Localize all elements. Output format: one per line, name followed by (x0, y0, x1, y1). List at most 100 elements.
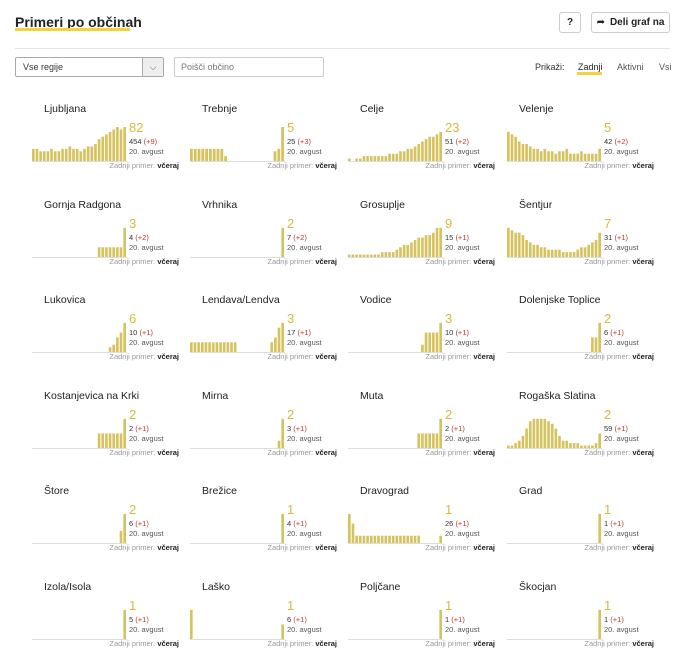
sparkline-bar (75, 148, 79, 161)
municipality-card[interactable]: Vrhnika 2 7 (+2) 20. avgust Zadnji primer: v… (190, 199, 340, 289)
sparkline-bar (281, 513, 284, 543)
municipality-card[interactable]: Dolenjske Toplice 2 6 (+1) 20. avgust Zadnji… (507, 294, 657, 384)
sparkline-bar (197, 148, 201, 161)
municipality-card[interactable]: Velenje 5 42 (+2) 20. avgust Zadnji primer: … (507, 103, 657, 193)
sparkline-bar (116, 337, 119, 352)
region-select[interactable]: Vse regije ⌵ (15, 57, 164, 77)
tab-aktivni[interactable]: Aktivni (617, 62, 644, 72)
municipality-card[interactable]: Šentjur 7 31 (+1) 20. avgust Zadnji primer: … (507, 199, 657, 289)
last-case-label: Zadnji primer: (425, 543, 472, 552)
delta-cases: (+1) (614, 233, 628, 242)
sparkline-bar (373, 156, 377, 161)
municipality-card[interactable]: Ljubljana 82 454 (+9) 20. avgust Zadnji prim… (32, 103, 182, 193)
last-case-value: včeraj (157, 543, 179, 552)
total-cases: 6 (604, 328, 609, 337)
date-label: 20. avgust (445, 529, 480, 538)
sparkline-bar (380, 156, 384, 161)
municipality-card[interactable]: Trebnje 5 25 (+3) 20. avgust Zadnji primer: … (190, 103, 340, 193)
cases-sparkline (190, 609, 285, 640)
sparkline-bar (395, 153, 399, 161)
sparkline-bar (233, 342, 237, 352)
municipality-card[interactable]: Štore 2 6 (+1) 20. avgust Zadnji primer: vče… (32, 485, 182, 575)
sparkline-bar (580, 247, 583, 257)
municipality-name: Velenje (519, 103, 554, 115)
municipality-card[interactable]: Lendava/Lendva 3 17 (+1) 20. avgust Zadnji p… (190, 294, 340, 384)
sparkline-bar (543, 418, 547, 448)
total-cases: 454 (129, 137, 142, 146)
sparkline-bar (435, 332, 439, 352)
sparkline-bar (432, 433, 435, 448)
municipality-card[interactable]: Mirna 2 3 (+1) 20. avgust Zadnji primer: vče… (190, 390, 340, 480)
municipality-card[interactable]: Laško 1 6 (+1) 20. avgust Zadnji primer: vče… (190, 581, 340, 669)
sparkline-bar (410, 242, 413, 257)
last-case-label: Zadnji primer: (267, 543, 314, 552)
help-button[interactable]: ? (559, 12, 581, 33)
municipality-card[interactable]: Muta 2 2 (+1) 20. avgust Zadnji primer: včer… (348, 390, 498, 480)
tab-vsi[interactable]: Vsi (659, 62, 672, 72)
last-case-line: Zadnji primer: včeraj (109, 543, 179, 552)
sparkline-bar (547, 249, 550, 257)
date-label: 20. avgust (129, 338, 164, 347)
sparkline-bar (424, 235, 428, 257)
municipality-card[interactable]: Celje 23 51 (+2) 20. avgust Zadnji primer: v… (348, 103, 498, 193)
sparkline-bar (417, 535, 421, 543)
date-label: 20. avgust (445, 338, 480, 347)
active-cases-number: 2 (287, 407, 295, 422)
municipality-card[interactable]: Gornja Radgona 3 4 (+2) 20. avgust Zadnji pr… (32, 199, 182, 289)
sparkline-bar (105, 433, 108, 448)
sparkline-bar (402, 151, 406, 161)
sparkline-bar (550, 423, 554, 448)
municipality-card[interactable]: Grad 1 1 (+1) 20. avgust Zadnji primer: včer… (507, 485, 657, 575)
sparkline-bar (406, 148, 410, 161)
municipality-card[interactable]: Škocjan 1 1 (+1) 20. avgust Zadnji primer: v… (507, 581, 657, 669)
sparkline-bar (583, 247, 587, 257)
municipality-card[interactable]: Izola/Isola 1 5 (+1) 20. avgust Zadnji prime… (32, 581, 182, 669)
total-cases: 51 (445, 137, 454, 146)
sparkline-bar (576, 153, 580, 161)
sparkline-bar (598, 232, 601, 257)
sparkline-bar (224, 156, 227, 161)
sparkline-bar (384, 252, 388, 257)
last-case-line: Zadnji primer: včeraj (425, 543, 495, 552)
date-label: 20. avgust (604, 243, 639, 252)
last-case-value: včeraj (315, 543, 337, 552)
active-cases-number: 2 (604, 407, 612, 422)
sparkline-bar (391, 153, 395, 161)
title-underline (15, 28, 130, 31)
municipality-name: Brežice (202, 485, 238, 497)
sparkline-bar (399, 151, 402, 161)
municipality-card[interactable]: Brežice 1 4 (+1) 20. avgust Zadnji primer: v… (190, 485, 340, 575)
sparkline-bar (561, 440, 565, 448)
active-cases-number: 1 (445, 502, 453, 517)
municipality-card[interactable]: Lukovica 6 10 (+1) 20. avgust Zadnji primer:… (32, 294, 182, 384)
sparkline-bar (543, 247, 547, 257)
delta-cases: (+1) (451, 424, 465, 433)
total-cases-line: 17 (+1) (287, 328, 311, 337)
sparkline-bar (507, 131, 510, 161)
municipality-card[interactable]: Grosuplje 9 15 (+1) 20. avgust Zadnji primer… (348, 199, 498, 289)
last-case-line: Zadnji primer: včeraj (584, 352, 654, 361)
municipality-card[interactable]: Rogaška Slatina 2 59 (+1) 20. avgust Zadnji … (507, 390, 657, 480)
municipality-card[interactable]: Kostanjevica na Krki 2 2 (+1) 20. avgust Zad… (32, 390, 182, 480)
delta-cases: (+1) (614, 424, 628, 433)
total-cases-line: 26 (+1) (445, 519, 469, 528)
sparkline-bar (547, 421, 550, 448)
last-case-label: Zadnji primer: (425, 639, 472, 648)
last-case-value: včeraj (315, 257, 337, 266)
tab-zadnji[interactable]: Zadnji (578, 62, 603, 72)
last-case-value: včeraj (473, 161, 495, 170)
sparkline-bar (514, 136, 517, 161)
municipality-card[interactable]: Poljčane 1 1 (+1) 20. avgust Zadnji primer: … (348, 581, 498, 669)
sparkline-bar (369, 535, 373, 543)
chevron-down-icon[interactable]: ⌵ (142, 58, 163, 76)
municipality-card[interactable]: Vodice 3 10 (+1) 20. avgust Zadnji primer: v… (348, 294, 498, 384)
sparkline-bar (112, 247, 116, 257)
municipality-card[interactable]: Dravograd 1 26 (+1) 20. avgust Zadnji primer… (348, 485, 498, 575)
share-button[interactable]: ➦ Deli graf na (591, 12, 670, 33)
last-case-value: včeraj (315, 161, 337, 170)
total-cases: 5 (129, 615, 134, 624)
search-input[interactable] (174, 57, 324, 77)
municipality-name: Muta (360, 390, 384, 402)
sparkline-bar (587, 244, 591, 257)
